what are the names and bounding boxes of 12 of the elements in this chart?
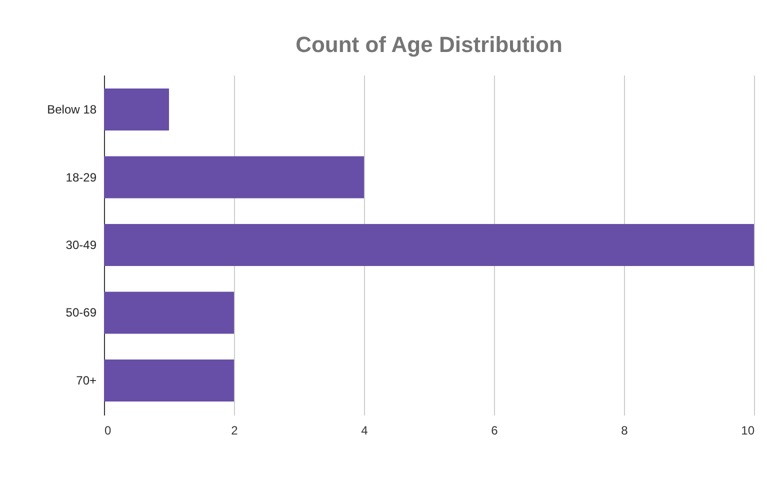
y-tick-label: 70+ — [76, 373, 96, 388]
x-tick-label: 8 — [621, 424, 628, 438]
chart-title: Count of Age Distribution — [296, 32, 562, 57]
y-tick-label: Below 18 — [47, 102, 97, 117]
x-tick-label: 0 — [104, 424, 112, 438]
x-tick-label: 6 — [491, 424, 498, 438]
x-tick-label: 4 — [361, 424, 368, 438]
y-tick-label: 50-69 — [66, 306, 97, 320]
x-tick-label: 2 — [231, 424, 238, 438]
y-tick-label: 18-29 — [66, 170, 97, 184]
x-tick-label: 10 — [741, 424, 755, 438]
y-tick-label: 30-49 — [66, 238, 97, 252]
